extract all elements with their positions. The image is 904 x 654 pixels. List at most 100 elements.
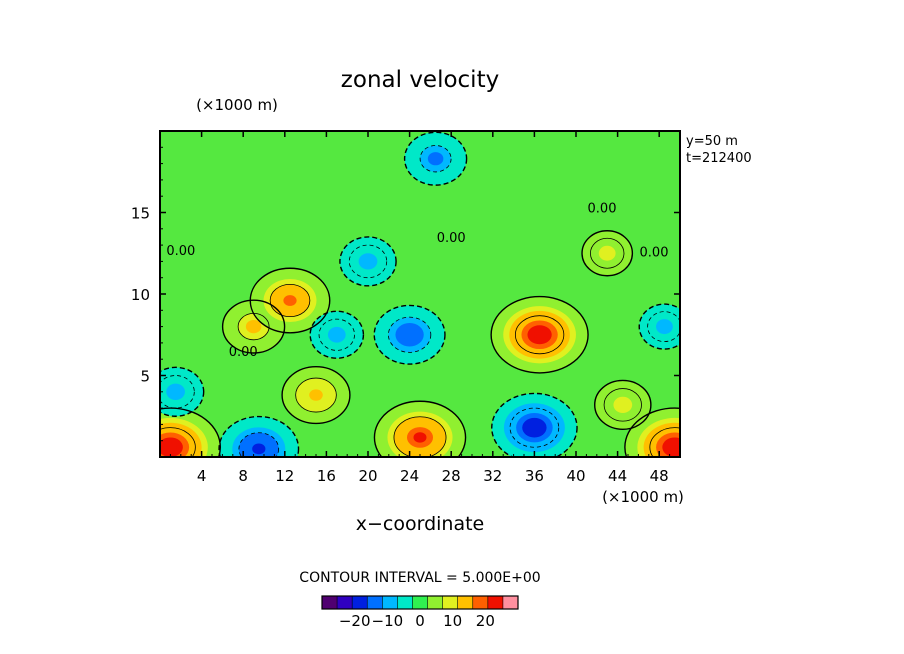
colorbar-tick-label: −20 xyxy=(339,612,371,630)
colorbar-swatch xyxy=(442,596,458,609)
colorbar: −20 −10 0 10 20 xyxy=(321,595,519,630)
contour-line xyxy=(490,295,589,374)
contour-line xyxy=(218,415,300,457)
contour-line xyxy=(387,316,432,353)
contour-line xyxy=(160,366,205,417)
field-band xyxy=(245,319,262,334)
field-band xyxy=(427,152,444,166)
contour-line xyxy=(649,427,680,457)
contour-line xyxy=(594,379,652,430)
contour-value-label: 0.00 xyxy=(166,244,195,259)
contour-line xyxy=(491,392,578,457)
contour-line xyxy=(373,400,467,457)
y-axis-ticks: 5 10 15 xyxy=(131,146,680,442)
colorbar-swatch xyxy=(337,596,353,609)
contour-lines: 0.00 0.00 0.00 0.00 0.00 xyxy=(160,131,680,457)
contour-line xyxy=(514,315,565,355)
annotation-y: y=50 m xyxy=(686,134,738,149)
field-band xyxy=(327,326,346,343)
contour-line xyxy=(160,407,222,457)
x-axis-label: x−coordinate xyxy=(356,513,485,535)
field-band xyxy=(252,443,266,455)
field-band xyxy=(413,432,427,443)
contour-line xyxy=(348,244,388,279)
chart-title: zonal velocity xyxy=(341,67,499,93)
y-tick-label: 15 xyxy=(131,205,150,223)
colorbar-swatch xyxy=(472,596,489,609)
field-feature xyxy=(160,408,221,457)
contour-line xyxy=(638,303,680,350)
x-tick-label: 16 xyxy=(317,467,336,485)
field-feature xyxy=(374,305,445,365)
field-feature xyxy=(310,311,364,359)
contour-line xyxy=(624,407,680,457)
colorbar-swatch xyxy=(352,596,368,609)
contour-line xyxy=(221,299,286,354)
x-axis-unit: (×1000 m) xyxy=(602,488,684,506)
field-band xyxy=(656,319,673,335)
contour-value-label: 0.00 xyxy=(229,345,258,360)
colorbar-frame xyxy=(321,595,519,610)
field-feature xyxy=(250,268,330,333)
colorbar-swatch xyxy=(322,596,338,609)
contour-value-label: 0.00 xyxy=(588,202,617,217)
field-feature xyxy=(374,401,466,457)
contour-line xyxy=(238,432,280,457)
colorbar-swatch xyxy=(457,596,474,609)
contour-line xyxy=(160,375,195,409)
x-tick-label: 48 xyxy=(650,467,669,485)
colorbar-tick-label: −10 xyxy=(372,612,404,630)
x-tick-label: 40 xyxy=(566,467,585,485)
field-feature xyxy=(639,304,680,350)
colorbar-tick-label: 20 xyxy=(476,612,495,630)
x-tick-label: 12 xyxy=(275,467,294,485)
contour-line xyxy=(647,311,680,342)
contour-line xyxy=(393,416,447,457)
contour-line xyxy=(603,388,642,422)
x-tick-label: 20 xyxy=(358,467,377,485)
field-feature xyxy=(491,393,578,457)
x-tick-label: 36 xyxy=(525,467,544,485)
contour-line xyxy=(281,365,351,425)
field-band xyxy=(598,245,616,261)
contour-line xyxy=(403,131,468,186)
contour-line xyxy=(269,283,311,318)
colorbar-tick-label: 0 xyxy=(415,612,425,630)
x-tick-label: 4 xyxy=(197,467,207,485)
field-band xyxy=(283,295,297,306)
contour-line xyxy=(318,318,355,351)
field-band xyxy=(533,329,546,340)
y-tick-label: 5 xyxy=(140,368,150,386)
colorbar-swatch xyxy=(367,596,383,609)
x-axis-ticks: 4 8 12 16 20 24 28 32 36 40 44 48 xyxy=(169,131,671,485)
x-tick-label: 8 xyxy=(238,467,248,485)
field-band xyxy=(164,442,177,453)
contour-line xyxy=(419,145,452,173)
heatmap-field xyxy=(160,132,680,457)
colorbar-swatch xyxy=(397,596,413,609)
colorbar-swatch xyxy=(487,596,504,609)
colorbar-swatch xyxy=(502,596,519,609)
contour-line xyxy=(590,237,625,269)
field-feature xyxy=(339,236,397,286)
y-tick-label: 10 xyxy=(131,286,150,304)
contour-value-label: 0.00 xyxy=(437,231,466,246)
field-feature xyxy=(404,132,467,186)
field-band xyxy=(358,253,378,270)
colorbar-tick-label: 10 xyxy=(443,612,462,630)
plot-area: 0.00 0.00 0.00 0.00 0.00 xyxy=(159,130,681,458)
y-axis-unit: (×1000 m) xyxy=(196,96,278,114)
field-band xyxy=(613,396,633,413)
contour-line xyxy=(295,377,337,413)
field-band xyxy=(402,328,417,341)
x-tick-label: 32 xyxy=(483,467,502,485)
x-tick-label: 44 xyxy=(608,467,627,485)
field-band xyxy=(668,442,680,453)
contour-line xyxy=(581,230,634,277)
field-band xyxy=(166,383,185,400)
contour-line xyxy=(309,310,365,359)
contour-value-label: 0.00 xyxy=(640,246,669,261)
field-band xyxy=(309,389,323,401)
field-feature xyxy=(282,366,350,424)
